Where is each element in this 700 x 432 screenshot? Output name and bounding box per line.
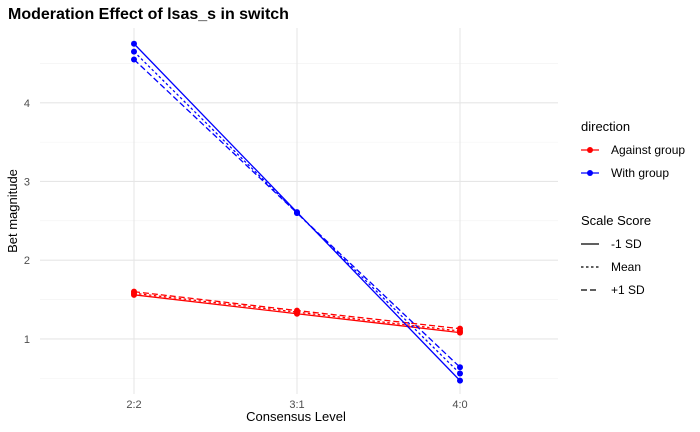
x-tick-label: 4:0 bbox=[452, 399, 467, 411]
series-line-with-group bbox=[133, 59, 461, 368]
data-point-against-group bbox=[457, 325, 463, 332]
y-tick-label: 3 bbox=[24, 176, 30, 188]
data-point-with-group bbox=[457, 370, 463, 377]
legend-label: Against group bbox=[611, 143, 685, 157]
x-axis-label: Consensus Level bbox=[246, 409, 346, 424]
legend-title-direction: direction bbox=[581, 119, 630, 134]
legend-label: With group bbox=[611, 166, 669, 180]
y-axis-ticks: 1 2 3 4 bbox=[24, 98, 30, 346]
chart-title: Moderation Effect of lsas_s in switch bbox=[8, 6, 289, 23]
grid bbox=[40, 28, 558, 394]
data-point-with-group bbox=[131, 56, 137, 63]
y-tick-label: 1 bbox=[24, 334, 30, 346]
legend-key-point bbox=[587, 170, 593, 176]
data-point-with-group bbox=[294, 209, 300, 216]
data-point-with-group bbox=[131, 48, 137, 55]
legend-label: -1 SD bbox=[611, 237, 642, 251]
y-tick-label: 2 bbox=[24, 255, 30, 267]
x-axis-ticks: 2:2 3:1 4:0 bbox=[126, 399, 467, 411]
x-tick-label: 2:2 bbox=[126, 399, 141, 411]
series-line-with-group bbox=[133, 51, 461, 374]
points-group bbox=[131, 40, 463, 384]
legend: direction Against group With group Scale Sc… bbox=[581, 119, 685, 297]
legend-label: +1 SD bbox=[611, 283, 645, 297]
y-axis-label: Bet magnitude bbox=[5, 169, 20, 253]
data-point-with-group bbox=[457, 364, 463, 371]
data-point-against-group bbox=[294, 307, 300, 314]
legend-title-scale-score: Scale Score bbox=[581, 213, 651, 228]
legend-label: Mean bbox=[611, 260, 641, 274]
data-point-with-group bbox=[131, 40, 137, 47]
x-tick-label: 3:1 bbox=[289, 399, 304, 411]
data-point-with-group bbox=[457, 377, 463, 384]
legend-key-point bbox=[587, 147, 593, 153]
data-point-against-group bbox=[131, 288, 137, 295]
y-tick-label: 4 bbox=[24, 98, 30, 110]
